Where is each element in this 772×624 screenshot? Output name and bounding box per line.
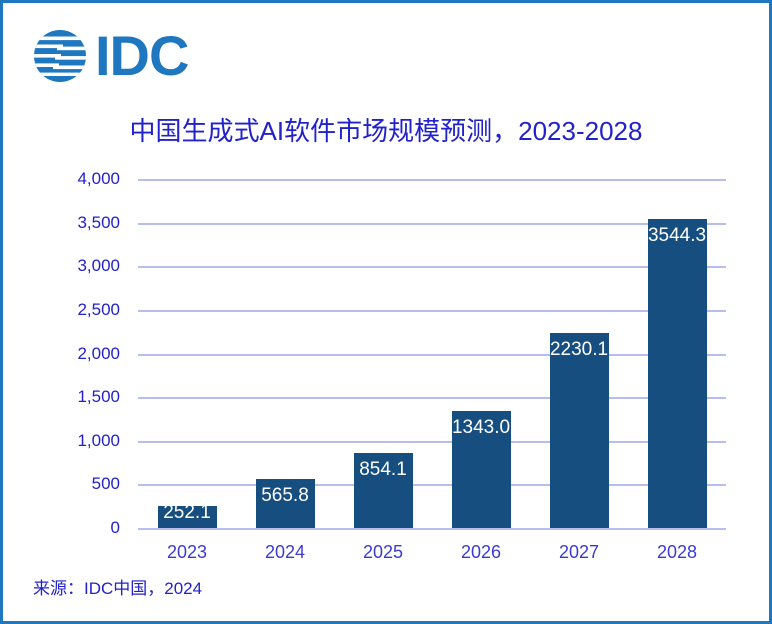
y-axis-tick-label: 0 [110, 518, 120, 537]
gridline: 3,000 [77, 256, 726, 275]
bar[interactable]: 854.1 [353, 453, 413, 528]
plot-area: 0 500 1,000 1,500 2,000 2,500 3,000 3,500 4,000 … [77, 169, 726, 562]
source-note: 来源：IDC中国，2024 [33, 579, 203, 598]
gridline: 500 [92, 474, 726, 493]
bar[interactable]: 565.8 [255, 478, 315, 528]
bar[interactable]: 2230.1 [549, 333, 609, 528]
bar-group: 3544.3 2028 [647, 179, 707, 562]
idc-wordmark: IDC [95, 24, 189, 87]
bar-group: 854.1 2025 [353, 179, 413, 562]
gridline: 1,000 [77, 431, 726, 450]
gridline: 2,500 [77, 300, 726, 319]
bar-value-label: 854.1 [359, 459, 407, 481]
bar-value-label: 565.8 [261, 484, 309, 506]
chart-title: 中国生成式AI软件市场规模预测，2023-2028 [129, 116, 643, 146]
idc-logo: IDC [31, 24, 189, 87]
gridline: 0 [111, 518, 726, 537]
bar[interactable]: 252.1 [157, 502, 217, 528]
x-axis-tick-label: 2025 [362, 542, 404, 562]
y-axis-tick-label: 3,000 [77, 256, 120, 276]
x-axis-tick-label: 2023 [166, 542, 208, 562]
bar-group: 2230.1 2027 [549, 179, 609, 562]
idc-globe-icon [34, 30, 86, 82]
bar[interactable]: 1343.0 [451, 410, 511, 528]
gridline: 2,000 [77, 344, 726, 363]
bar-value-label: 1343.0 [451, 416, 511, 438]
y-axis-tick-label: 1,500 [77, 387, 120, 407]
bar-value-label: 252.1 [163, 502, 211, 523]
bar-group: 1343.0 2026 [451, 179, 511, 562]
y-axis-tick-label: 500 [91, 474, 120, 494]
x-axis-tick-label: 2024 [264, 542, 306, 562]
y-axis-tick-label: 2,500 [77, 299, 120, 319]
x-axis-tick-label: 2026 [460, 542, 502, 562]
y-axis-tick-label: 2,000 [77, 343, 120, 363]
gridline: 4,000 [77, 169, 726, 188]
bar-value-label: 2230.1 [549, 339, 609, 361]
bar-series: 252.1 2023 565.8 2024 854.1 2025 1343.0 2026 223… [138, 179, 726, 562]
y-axis-tick-label: 4,000 [77, 169, 120, 188]
bar-value-label: 3544.3 [647, 224, 707, 246]
y-axis-tick-label: 3,500 [77, 212, 120, 232]
bar-group: 252.1 2023 [157, 179, 217, 562]
x-axis-tick-label: 2028 [656, 542, 698, 562]
y-axis-tick-label: 1,000 [77, 430, 120, 450]
x-axis-tick-label: 2027 [558, 542, 600, 562]
bar-group: 565.8 2024 [255, 179, 315, 562]
bar[interactable]: 3544.3 [647, 218, 707, 528]
gridline: 1,500 [77, 387, 726, 406]
gridline: 3,500 [77, 213, 726, 232]
